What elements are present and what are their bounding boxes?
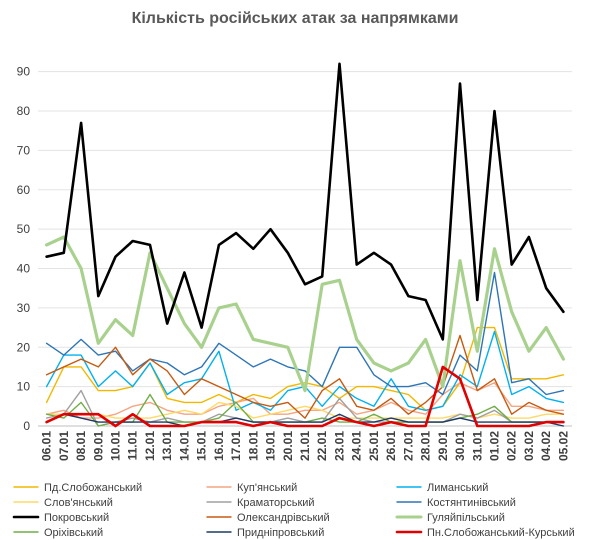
x-tick-label: 03.02 — [522, 431, 536, 461]
x-tick-label: 31.01 — [470, 431, 484, 461]
x-tick-label: 26.01 — [384, 431, 398, 461]
x-tick-label: 21.01 — [298, 431, 312, 461]
chart-title: Кількість російських атак за напрямками — [131, 10, 459, 27]
series-line — [45, 326, 565, 411]
x-tick-label: 04.02 — [539, 431, 553, 461]
x-tick-label: 30.01 — [453, 431, 467, 461]
y-tick-label: 50 — [17, 222, 31, 236]
x-tick-label: 01.02 — [487, 431, 501, 461]
x-tick-label: 17.01 — [229, 431, 243, 461]
x-tick-label: 29.01 — [436, 431, 450, 461]
x-tick-label: 12.01 — [143, 431, 157, 461]
x-tick-label: 10.01 — [109, 431, 123, 461]
x-tick-label: 27.01 — [401, 431, 415, 461]
y-tick-label: 20 — [17, 340, 31, 354]
legend-label: Куп'янський — [237, 482, 297, 494]
x-tick-label: 15.01 — [195, 431, 209, 461]
legend-label: Слов'янський — [44, 497, 113, 509]
series-line — [45, 413, 565, 427]
series-line — [45, 334, 565, 419]
legend-label: Краматорський — [237, 497, 315, 509]
x-tick-label: 11.01 — [126, 431, 140, 461]
y-tick-label: 0 — [23, 419, 30, 433]
x-tick-label: 28.01 — [419, 431, 433, 461]
legend-label: Покровський — [44, 512, 109, 524]
y-tick-label: 40 — [17, 262, 31, 276]
y-tick-label: 70 — [17, 143, 31, 157]
y-tick-label: 60 — [17, 183, 31, 197]
x-tick-label: 16.01 — [212, 431, 226, 461]
y-tick-label: 10 — [17, 380, 31, 394]
legend-label: Оріхівський — [44, 527, 103, 539]
series-line — [44, 235, 566, 393]
x-tick-label: 09.01 — [91, 431, 105, 461]
y-tick-label: 80 — [17, 104, 31, 118]
x-tick-label: 08.01 — [74, 431, 88, 461]
x-axis-ticks: 06.01 07.01 08.01 09.01 10.01 11.01 12.01 13.01… — [40, 431, 571, 461]
x-tick-label: 25.01 — [367, 431, 381, 461]
x-tick-label: 13.01 — [160, 431, 174, 461]
x-tick-label: 14.01 — [177, 431, 191, 461]
x-tick-label: 22.01 — [315, 431, 329, 461]
y-axis-ticks: 0 10 20 30 40 50 60 70 80 90 — [17, 65, 31, 433]
series-line — [45, 62, 565, 341]
legend-label: Пн.Слобожанський-Курський — [427, 527, 575, 539]
legend-label: Лиманський — [427, 482, 488, 494]
x-tick-label: 07.01 — [57, 431, 71, 461]
x-tick-label: 05.02 — [556, 431, 570, 461]
x-tick-label: 23.01 — [332, 431, 346, 461]
legend-label: Олександрівський — [237, 512, 330, 524]
series-line — [45, 271, 565, 396]
y-tick-label: 30 — [17, 301, 31, 315]
x-tick-label: 20.01 — [281, 431, 295, 461]
legend-label: Пд.Слобожанський — [44, 482, 142, 494]
legend-label: Гуляйпільський — [427, 512, 505, 524]
y-tick-label: 90 — [17, 65, 31, 79]
legend-label: Придніпровський — [237, 527, 324, 539]
x-tick-label: 24.01 — [350, 431, 364, 461]
legend-label: Костянтинівський — [427, 497, 516, 509]
x-tick-label: 18.01 — [246, 431, 260, 461]
x-tick-label: 02.02 — [505, 431, 519, 461]
x-tick-label: 06.01 — [40, 431, 54, 461]
series-lines — [44, 62, 566, 428]
x-tick-label: 19.01 — [264, 431, 278, 461]
legend: Пд.Слобожанський Куп'янський Лиманський Сло… — [12, 482, 575, 539]
series-line — [45, 365, 565, 428]
